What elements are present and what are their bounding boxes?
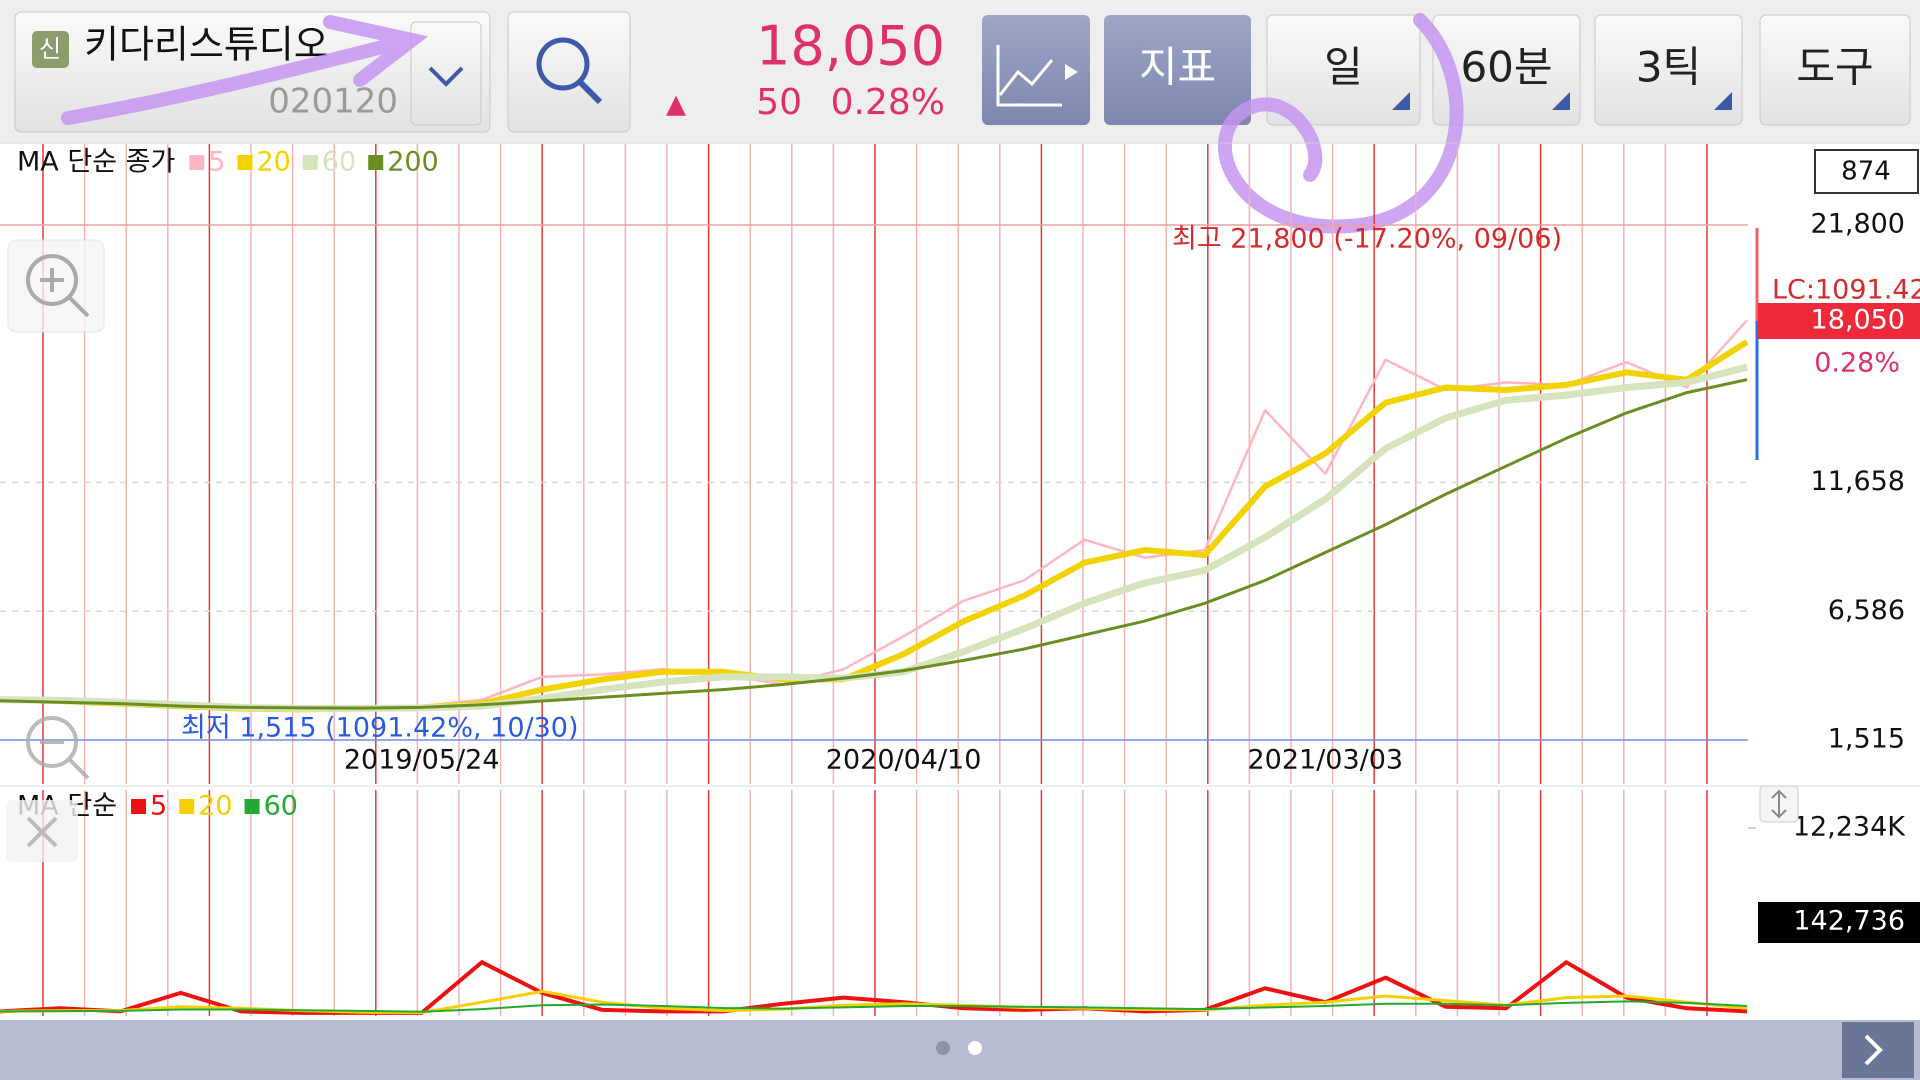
count-box — [1814, 149, 1919, 194]
menu-button[interactable] — [1266, 14, 1421, 126]
series-line — [0, 363, 1748, 712]
series-line — [0, 339, 1749, 713]
legend-swatch — [237, 155, 253, 170]
y-tick-label: 1,515 — [1828, 724, 1905, 755]
x-tick-label: 2020/04/10 — [826, 745, 982, 776]
menu-button[interactable] — [1104, 15, 1251, 125]
legend-title: MA 단순 종가 — [17, 147, 175, 178]
next-icon — [1864, 1034, 1883, 1066]
menu-label: 3틱 — [1636, 43, 1701, 92]
search-icon — [536, 37, 590, 91]
legend-label: 5 — [150, 791, 167, 822]
menu-label: 도구 — [1796, 43, 1873, 92]
count: 874 — [1841, 157, 1891, 187]
zoom-in[interactable] — [7, 239, 105, 333]
search-button[interactable] — [507, 11, 631, 133]
change-arrow: ▲ — [666, 90, 686, 120]
menu-corner — [1552, 92, 1570, 110]
change-pct: 0.28% — [831, 82, 945, 123]
legend-label: 20 — [198, 791, 232, 822]
legend-label: 5 — [208, 147, 225, 178]
zoom-out-icon[interactable] — [26, 716, 78, 768]
page-dot[interactable] — [936, 1041, 950, 1055]
menu-button[interactable] — [1759, 14, 1911, 126]
menu-corner — [1392, 92, 1410, 110]
close-icon — [26, 816, 58, 848]
legend-label: 20 — [256, 147, 290, 178]
legend-label: 60 — [264, 791, 298, 822]
y-tick-label: 6,586 — [1828, 595, 1905, 626]
search-icon-handle — [577, 79, 603, 105]
badge-bg — [32, 31, 69, 68]
series-line — [0, 319, 1748, 712]
resize-icon — [1771, 789, 1787, 819]
button-bar: 지표 일 60분 3틱 도구 — [1104, 14, 1911, 126]
legend-swatch — [368, 155, 384, 170]
zoom-out-icon — [40, 740, 90, 780]
menu-button[interactable] — [1594, 14, 1743, 126]
series-line — [0, 378, 1748, 710]
y-tick-label: 21,800 — [1811, 209, 1905, 240]
series-line — [0, 1000, 1748, 1013]
y-tick-label: 11,658 — [1811, 466, 1905, 497]
zoom-in-icon — [40, 268, 90, 318]
menu-label: 지표 — [1139, 43, 1216, 92]
scribble — [61, 15, 429, 125]
page-dot[interactable] — [968, 1041, 982, 1055]
price-plot: 1,515 6,586 11,658 21,800 2019/05/24 2020/04/… — [0, 147, 1920, 1015]
legend-swatch — [189, 155, 205, 170]
lc-label: LC:1091.42 — [1772, 275, 1920, 306]
bottom-bar — [0, 1020, 1920, 1080]
last-volume: 142,736 — [1793, 906, 1905, 937]
chart-type-button[interactable] — [982, 15, 1090, 125]
last-price: 18,050 — [1811, 305, 1905, 336]
y-tick-label: 12,234K — [1793, 812, 1906, 843]
legend-label: 60 — [322, 147, 356, 178]
legend-label: 200 — [387, 147, 439, 178]
badge: 신 — [39, 35, 61, 63]
menu-corner — [1714, 92, 1732, 110]
legend-swatch — [244, 799, 260, 814]
last-change: 0.28% — [1814, 348, 1900, 379]
dropdown-icon — [428, 66, 464, 87]
low-label: 최저 1,515 (1091.42%, 10/30) — [181, 713, 579, 744]
legend-swatch — [131, 799, 147, 814]
stock-name: 키다리스튜디오 — [84, 23, 329, 67]
high-label: 최고 21,800 (-17.20%, 09/06) — [1172, 224, 1562, 255]
menu-button[interactable] — [1432, 14, 1581, 126]
last-price-box — [1758, 303, 1920, 339]
price: 18,050 — [756, 15, 945, 78]
legend-swatch — [179, 799, 195, 814]
last-volume-box — [1758, 902, 1920, 943]
dropdown[interactable] — [410, 21, 482, 126]
period-lines — [42, 144, 1708, 1016]
x-tick-label: 2019/05/24 — [344, 745, 500, 776]
chart-type-arrow — [1065, 64, 1078, 80]
chart-type-icon — [996, 45, 1062, 107]
menu-label: 일 — [1324, 43, 1363, 92]
x-tick-label: 2021/03/03 — [1247, 745, 1403, 776]
zoom-in-icon — [26, 254, 78, 306]
stock-code: 020120 — [268, 82, 398, 122]
change: 50 — [756, 82, 802, 123]
menu-label: 60분 — [1460, 43, 1552, 92]
series-line — [0, 960, 1748, 1015]
scribble — [1218, 13, 1464, 234]
legend-swatch — [302, 155, 318, 170]
